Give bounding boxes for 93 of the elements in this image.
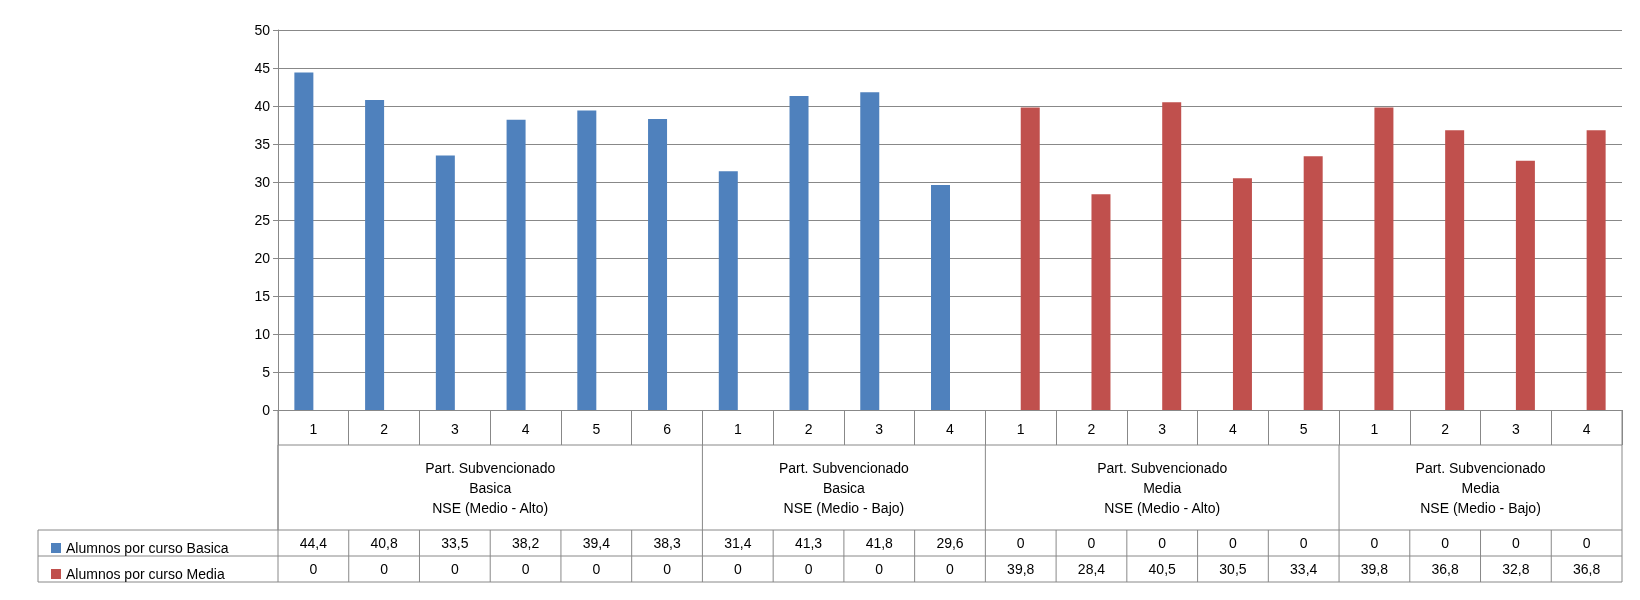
y-tick-label: 0 — [262, 402, 271, 418]
data-label: 41,8 — [865, 535, 894, 551]
bar — [435, 155, 455, 410]
bar — [1020, 107, 1040, 410]
bar — [1586, 130, 1606, 410]
y-tick-label: 5 — [262, 364, 271, 380]
data-label: 0 — [1016, 535, 1025, 551]
x-tick-label: 1 — [1370, 421, 1379, 437]
bar — [1303, 156, 1323, 410]
data-label: 0 — [875, 561, 884, 577]
text: Part. Subvencionado Basica NSE (Medio - Bajo) — [778, 459, 910, 516]
y-tick-label: 15 — [254, 288, 271, 304]
data-label: 29,6 — [936, 535, 964, 551]
x-tick-label: 4 — [1582, 421, 1591, 437]
data-label: 32,8 — [1502, 561, 1530, 577]
bar — [648, 118, 668, 410]
data-label: 28,4 — [1077, 561, 1106, 577]
data-label: 0 — [1299, 535, 1308, 551]
data-label: 38,3 — [653, 535, 681, 551]
bar — [789, 96, 809, 410]
data-label: 0 — [1158, 535, 1167, 551]
data-label: 31,4 — [724, 535, 752, 551]
data-label: 44,4 — [299, 535, 328, 551]
data-label: 0 — [733, 561, 742, 577]
x-tick-label: 4 — [1229, 421, 1238, 437]
data-label: 33,5 — [441, 535, 469, 551]
data-label: 0 — [309, 561, 318, 577]
x-tick-label: 2 — [380, 421, 389, 437]
y-tick-label: 35 — [254, 136, 271, 152]
y-tick-label: 30 — [254, 174, 271, 190]
x-tick-label: 4 — [521, 421, 530, 437]
data-label: 0 — [663, 561, 672, 577]
data-label: 33,4 — [1290, 561, 1318, 577]
data-label: 40,5 — [1148, 561, 1177, 577]
data-label: 39,8 — [1360, 561, 1389, 577]
x-tick-label: 2 — [1087, 421, 1096, 437]
x-tick-label: 1 — [733, 421, 742, 437]
data-label: 36,8 — [1431, 561, 1459, 577]
data-label: 0 — [1370, 535, 1379, 551]
y-tick-label: 50 — [254, 22, 271, 38]
bar — [1162, 102, 1182, 410]
x-tick-label: 4 — [946, 421, 955, 437]
x-tick-label: 3 — [875, 421, 884, 437]
data-label: 41,3 — [794, 535, 823, 551]
bar — [718, 171, 738, 410]
y-tick-label: 40 — [254, 98, 271, 114]
legend-label: Alumnos por curso Media — [66, 566, 225, 582]
x-tick-label: 5 — [592, 421, 601, 437]
data-label: 39,4 — [582, 535, 611, 551]
text: Part. Subvencionado Media NSE (Medio - Bajo) — [1415, 459, 1546, 516]
data-label: 39,8 — [1007, 561, 1035, 577]
x-tick-label: 3 — [450, 421, 459, 437]
x-tick-label: 2 — [1441, 421, 1450, 437]
data-label: 38,2 — [511, 535, 540, 551]
y-tick-label: 45 — [254, 60, 271, 76]
data-label: 0 — [1441, 535, 1450, 551]
bar — [506, 119, 526, 410]
text: Part. Subvencionado Basica NSE (Medio - Alto) — [425, 459, 556, 516]
x-tick-label: 1 — [1016, 421, 1025, 437]
x-tick-label: 3 — [1512, 421, 1520, 437]
data-label: 0 — [1512, 535, 1520, 551]
data-label: 0 — [450, 561, 459, 577]
y-tick-label: 25 — [254, 212, 271, 228]
bar — [577, 110, 597, 410]
data-label: 0 — [1229, 535, 1238, 551]
bar — [1374, 107, 1394, 410]
data-label: 0 — [1582, 535, 1591, 551]
text: Part. Subvencionado Media NSE (Medio - Alto) — [1097, 459, 1228, 516]
data-label: 0 — [946, 561, 955, 577]
x-tick-label: 5 — [1299, 421, 1308, 437]
x-tick-label: 3 — [1158, 421, 1167, 437]
data-label: 0 — [521, 561, 530, 577]
data-label: 0 — [804, 561, 813, 577]
bar — [1445, 130, 1465, 410]
bar — [365, 99, 385, 410]
data-label: 30,5 — [1219, 561, 1247, 577]
legend-label: Alumnos por curso Basica — [66, 540, 229, 556]
x-tick-label: 2 — [804, 421, 813, 437]
data-label: 40,8 — [370, 535, 398, 551]
data-label: 0 — [380, 561, 389, 577]
x-tick-label: 6 — [663, 421, 672, 437]
bar — [931, 185, 950, 410]
y-tick-label: 10 — [254, 326, 271, 342]
bar — [294, 72, 314, 410]
data-label: 0 — [592, 561, 601, 577]
bar — [1091, 194, 1111, 410]
y-tick-label: 20 — [254, 250, 271, 266]
data-label: 36,8 — [1573, 561, 1601, 577]
x-tick-label: 1 — [309, 421, 318, 437]
bar — [1232, 178, 1252, 410]
bar — [1515, 160, 1535, 410]
bar — [860, 92, 880, 410]
data-label: 0 — [1087, 535, 1096, 551]
